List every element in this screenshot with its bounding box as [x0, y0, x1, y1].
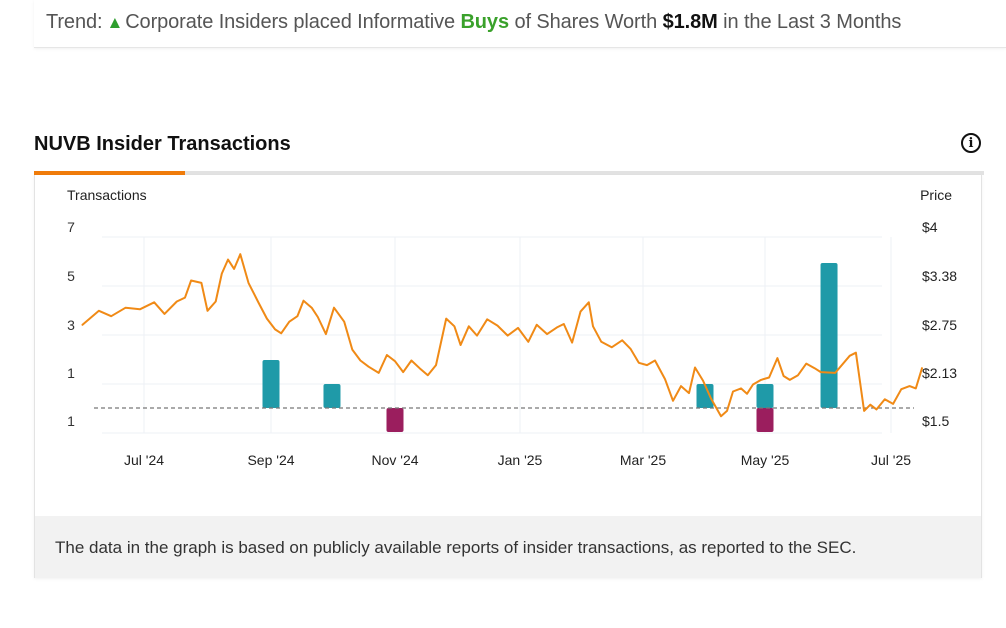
sell-bar	[756, 408, 774, 432]
section-title: NUVB Insider Transactions	[34, 133, 291, 155]
buy-bar	[262, 360, 280, 408]
sell-bar	[386, 408, 404, 432]
chart-grid	[102, 236, 892, 434]
tab-track	[34, 171, 984, 175]
right-tick-label: $2.13	[922, 365, 957, 381]
x-tick-label: Jul '24	[124, 452, 164, 468]
buy-bar	[323, 384, 341, 408]
left-tick-label: 3	[67, 317, 75, 333]
x-tick-label: Mar '25	[620, 452, 666, 468]
price-line	[81, 253, 923, 418]
left-axis-title: Transactions	[67, 187, 147, 203]
x-tick-label: Sep '24	[247, 452, 294, 468]
chart-bars	[262, 263, 838, 432]
trend-text-before: Corporate Insiders placed Informative	[125, 11, 455, 33]
left-tick-label: 5	[67, 268, 75, 284]
x-tick-label: Nov '24	[371, 452, 418, 468]
trend-text-after: in the Last 3 Months	[723, 11, 902, 33]
right-tick-label: $1.5	[922, 413, 949, 429]
right-tick-label: $2.75	[922, 317, 957, 333]
footer-text: The data in the graph is based on public…	[55, 538, 857, 557]
trend-banner: Trend: ▲ Corporate Insiders placed Informa…	[34, 0, 1006, 48]
trend-label: Trend:	[46, 11, 103, 33]
trend-text-middle: of Shares Worth	[514, 11, 658, 33]
arrow-up-icon: ▲	[106, 13, 124, 32]
insider-transactions-chart: Transactions Price 7 5 3 1 1 $4 $3.38 $2.75 $2.13 $…	[67, 187, 957, 468]
right-tick-label: $4	[922, 219, 938, 235]
buy-bar	[820, 263, 838, 408]
buy-bar	[756, 384, 774, 408]
left-tick-label: 1	[67, 413, 75, 429]
x-tick-label: May '25	[741, 452, 790, 468]
trend-amount: $1.8M	[662, 11, 718, 33]
x-tick-label: Jan '25	[498, 452, 543, 468]
trend-buys-word: Buys	[460, 11, 509, 33]
price-line-group	[81, 253, 923, 418]
tab-active-indicator[interactable]	[34, 171, 185, 175]
info-icon[interactable]: i	[961, 133, 981, 153]
chart-labels: Transactions Price 7 5 3 1 1 $4 $3.38 $2.75 $2.13 $…	[67, 187, 957, 468]
x-tick-label: Jul '25	[871, 452, 911, 468]
trend-text: Trend: ▲ Corporate Insiders placed Informa…	[46, 11, 901, 34]
right-axis-title: Price	[920, 187, 952, 203]
left-tick-label: 1	[67, 365, 75, 381]
chart-footer: The data in the graph is based on public…	[35, 516, 981, 578]
buy-bar	[696, 384, 714, 408]
right-tick-label: $3.38	[922, 268, 957, 284]
left-tick-label: 7	[67, 219, 75, 235]
